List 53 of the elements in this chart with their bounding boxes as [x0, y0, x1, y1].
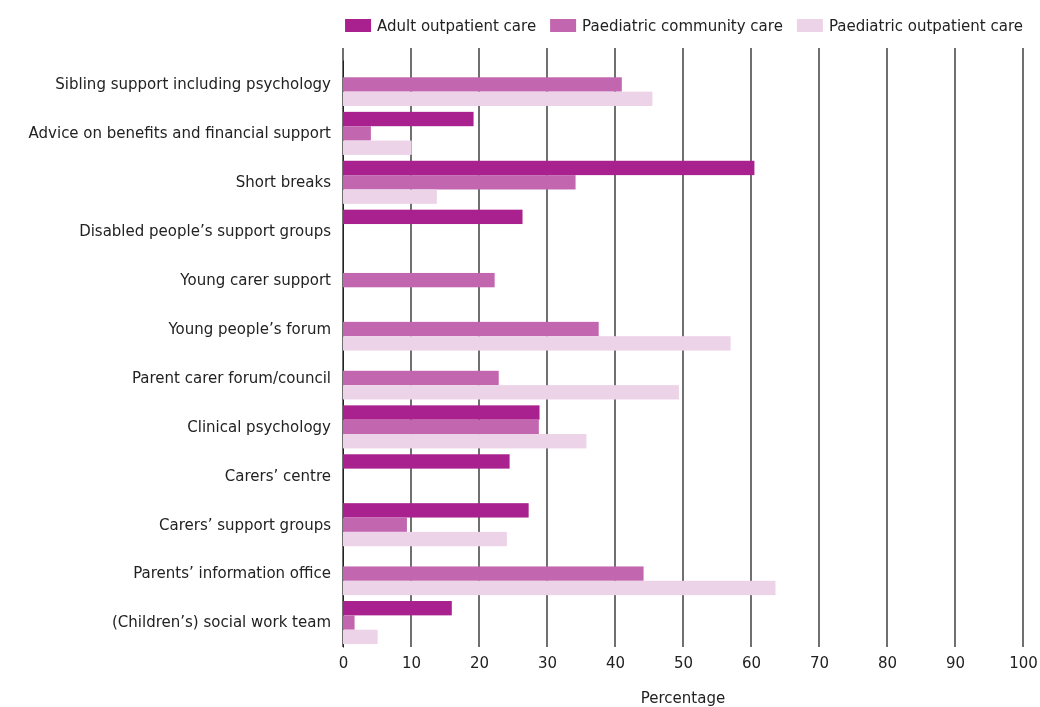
x-tick-label: 0 [338, 653, 349, 672]
x-tick-label: 100 [1009, 653, 1038, 672]
x-tick-label: 80 [877, 653, 898, 672]
legend-label: Adult outpatient care [377, 17, 537, 35]
bar [343, 615, 355, 630]
x-axis-title: Percentage [640, 689, 726, 707]
x-tick-label: 40 [605, 653, 626, 672]
bar [343, 77, 622, 92]
y-tick-label: Short breaks [235, 173, 332, 192]
bar [343, 405, 540, 420]
bar [343, 126, 371, 141]
y-tick-label: Parent carer forum/council [131, 368, 331, 387]
y-tick-label: (Children’s) social work team [112, 613, 331, 632]
x-tick-label: 50 [673, 653, 694, 672]
bar [343, 321, 599, 337]
bar [343, 385, 679, 400]
bar [343, 140, 412, 155]
y-tick-label: Carers’ centre [224, 466, 331, 485]
y-tick-label: Clinical psychology [187, 417, 332, 436]
bar [343, 517, 407, 532]
y-tick-label: Young carer support [179, 270, 332, 289]
y-tick-label: Advice on benefits and financial support [28, 124, 332, 143]
bar [343, 629, 378, 645]
bar [343, 419, 539, 435]
bar [343, 111, 474, 127]
bar [343, 336, 731, 351]
bar [343, 580, 776, 596]
legend-label: Paediatric community care [582, 17, 783, 35]
bar [343, 91, 653, 106]
legend-label: Paediatric outpatient care [828, 17, 1023, 35]
x-tick-label: 60 [741, 653, 762, 672]
y-tick-label: Young people’s forum [167, 319, 331, 338]
x-tick-label: 30 [537, 653, 558, 672]
bar [343, 601, 452, 616]
bar [343, 175, 576, 190]
x-tick-label: 70 [809, 653, 830, 672]
x-tick-label: 90 [945, 653, 966, 672]
y-tick-label: Parents’ information office [133, 564, 331, 583]
bar [343, 434, 587, 449]
x-tick-label: 20 [469, 653, 490, 672]
bar [343, 272, 495, 288]
bar [343, 160, 755, 176]
bar [343, 189, 437, 204]
x-tick-label: 10 [401, 653, 422, 672]
bar [343, 454, 510, 469]
bar [343, 503, 529, 518]
bar [343, 370, 499, 386]
bar [343, 566, 644, 581]
bar [343, 209, 523, 225]
y-tick-label: Sibling support including psychology [55, 75, 332, 94]
bar [343, 531, 507, 547]
y-tick-label: Disabled people’s support groups [79, 222, 332, 241]
y-tick-label: Carers’ support groups [159, 515, 332, 534]
